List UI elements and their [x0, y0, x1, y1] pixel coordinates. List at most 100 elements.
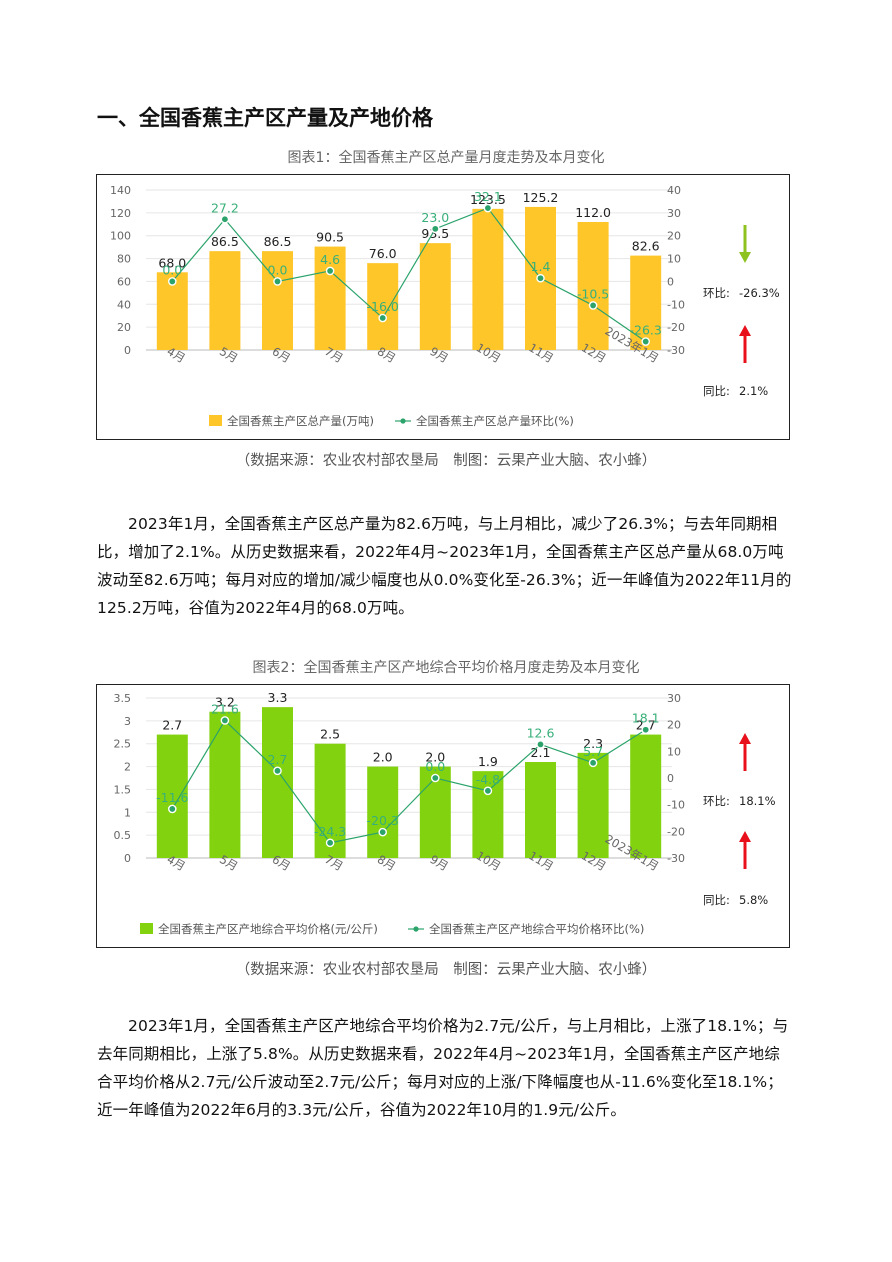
- line-point: [430, 224, 440, 234]
- y2-tick-label: -30: [667, 344, 685, 357]
- legend-swatch-bar: [140, 923, 153, 934]
- line-point: [378, 827, 388, 837]
- line-point: [168, 277, 177, 286]
- line-value-label: 12.6: [527, 725, 555, 740]
- bar-value-label: 2.0: [373, 750, 393, 765]
- mom-arrow-down-icon: [739, 225, 751, 263]
- line-value-label: 27.2: [211, 200, 239, 215]
- yoy-value: 5.8%: [739, 893, 768, 907]
- section-title: 一、全国香蕉主产区产量及产地价格: [97, 106, 433, 130]
- bar-value-label: 2.7: [636, 718, 656, 733]
- line-value-label: 4.6: [320, 252, 340, 267]
- y2-tick-label: 0: [667, 275, 674, 288]
- bar: [209, 251, 241, 350]
- bar: [525, 762, 556, 858]
- y-tick-label: 3: [124, 715, 131, 728]
- mom-label: 环比:: [703, 286, 730, 300]
- bar: [472, 771, 504, 858]
- bar-value-label: 68.0: [158, 255, 186, 270]
- line-value-label: 23.0: [421, 210, 449, 225]
- yoy-arrow-up-icon: [739, 325, 751, 363]
- mom-value: 18.1%: [739, 794, 776, 808]
- chart2-frame: 0 0.5 1 1.5 2 2.5 3 3.5 -30 -20 -10 0 10 20 30 2.7 3.2 3.…: [96, 684, 790, 948]
- y-tick-label: 120: [110, 207, 131, 220]
- y2-tick-label: -20: [667, 321, 685, 334]
- line-point: [325, 266, 335, 276]
- y-tick-label: 60: [117, 275, 131, 288]
- line-value-label: 32.1: [474, 189, 502, 204]
- bar: [630, 734, 662, 858]
- y2-tick-label: 20: [667, 719, 681, 732]
- line-value-label: 2.7: [268, 752, 288, 767]
- chart1-svg: 0 20 40 60 80 100 120 140 -30 -20 -10 0 10 20 30 40 68.0…: [110, 184, 780, 428]
- bar-value-label: 125.2: [523, 190, 559, 205]
- line-point: [273, 766, 282, 776]
- bar-value-label: 2.3: [583, 736, 603, 751]
- line-value-label: 0.0: [268, 262, 288, 277]
- line-value-label: 0.0: [425, 759, 445, 774]
- line-value-label: -20.3: [367, 813, 399, 828]
- line-point: [483, 786, 493, 796]
- bar: [577, 752, 609, 858]
- bar: [209, 711, 241, 858]
- yoy-label: 同比:: [703, 893, 730, 907]
- chart1-caption: 图表1：全国香蕉主产区总产量月度走势及本月变化: [287, 150, 605, 166]
- line-point: [220, 214, 230, 224]
- legend-swatch-point: [400, 418, 406, 424]
- y-tick-label: 2.5: [114, 738, 132, 751]
- line-point: [430, 773, 440, 783]
- y2-tick-label: 20: [667, 230, 681, 243]
- bar-value-label: 2.5: [320, 727, 340, 742]
- yoy-arrow-up-icon: [739, 831, 751, 869]
- legend-label-line: 全国香蕉主产区总产量环比(%): [416, 414, 574, 428]
- bar: [314, 246, 346, 350]
- line-point: [536, 740, 545, 749]
- chart2-source: （数据来源：农业农村部农垦局 制图：云果产业大脑、农小蜂）: [235, 962, 657, 978]
- line-point: [168, 804, 177, 814]
- bar-value-label: 2.7: [162, 718, 182, 733]
- bar-value-label: 3.2: [215, 695, 235, 710]
- line-point: [641, 725, 651, 735]
- line-value-label: 0.0: [162, 262, 182, 277]
- legend-label-line: 全国香蕉主产区产地综合平均价格环比(%): [429, 922, 644, 936]
- line-value-label: 21.6: [211, 701, 239, 716]
- line-value-label: 5.7: [583, 744, 603, 759]
- legend-label-bar: 全国香蕉主产区总产量(万吨): [227, 414, 374, 428]
- bar-value-label: 3.3: [268, 690, 288, 705]
- paragraph-production: 2023年1月，全国香蕉主产区总产量为82.6万吨，与上月相比，减少了26.3%…: [97, 515, 792, 617]
- bar: [262, 707, 293, 858]
- line-value-label: -11.6: [156, 790, 188, 805]
- line-series: [171, 207, 647, 343]
- y-tick-label: 2: [124, 761, 131, 774]
- bar-value-label: 90.5: [316, 230, 344, 245]
- bar: [367, 263, 399, 350]
- y-tick-label: 20: [117, 321, 131, 334]
- bar: [367, 766, 399, 858]
- yoy-label: 同比:: [703, 384, 730, 398]
- bar: [262, 251, 293, 350]
- legend-swatch-bar: [209, 415, 222, 426]
- bar: [472, 208, 504, 350]
- chart1-frame: 0 20 40 60 80 100 120 140 -30 -20 -10 0 10 20 30 40 68.0…: [96, 174, 790, 440]
- y2-tick-label: -30: [667, 852, 685, 865]
- line-value-label: -16.0: [367, 299, 399, 314]
- y2-tick-label: -20: [667, 825, 685, 838]
- bar-value-label: 1.9: [478, 754, 498, 769]
- line-point: [588, 301, 598, 310]
- y-tick-label: 0: [124, 852, 131, 865]
- mom-arrow-up-icon: [739, 733, 751, 771]
- bar-value-label: 82.6: [632, 239, 660, 254]
- y2-tick-label: -10: [667, 799, 685, 812]
- line-point: [220, 716, 230, 725]
- y-tick-label: 40: [117, 298, 131, 311]
- yoy-value: 2.1%: [739, 384, 768, 398]
- y2-tick-label: 30: [667, 692, 681, 705]
- bar-value-label: 123.5: [470, 192, 506, 207]
- line-point: [483, 203, 493, 213]
- y-tick-label: 100: [110, 230, 131, 243]
- bar: [577, 222, 609, 350]
- bar-value-label: 86.5: [211, 234, 239, 249]
- line-value-label: 18.1: [632, 711, 660, 726]
- line-point: [378, 313, 388, 323]
- paragraph-price: 2023年1月，全国香蕉主产区产地综合平均价格为2.7元/公斤，与上月相比，上涨…: [97, 1017, 789, 1119]
